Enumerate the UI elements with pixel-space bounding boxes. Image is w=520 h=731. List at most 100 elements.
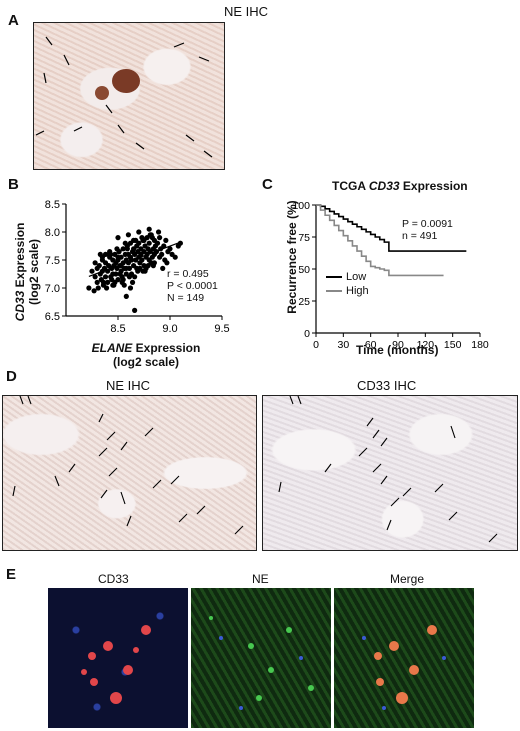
panel-b-xlabel: ELANE Expression (log2 scale) bbox=[76, 341, 216, 369]
b-data-point bbox=[149, 235, 155, 241]
panel-b-ylabel-gene: CD33 bbox=[13, 290, 27, 322]
b-data-point bbox=[127, 285, 134, 291]
b-data-point bbox=[155, 229, 162, 235]
panel-a-arrows bbox=[35, 36, 213, 158]
b-data-point bbox=[102, 274, 109, 280]
panel-b-scatter-chart: 6.5 7.0 7.5 8.0 8.5 8.5 9.0 9.5 bbox=[45, 199, 230, 335]
b-data-point bbox=[146, 240, 152, 246]
panel-c-title: TCGA CD33 Expression bbox=[332, 179, 468, 193]
b-data-point bbox=[92, 260, 98, 266]
b-data-point bbox=[136, 229, 142, 235]
panel-c-title-gene: CD33 bbox=[368, 179, 400, 193]
b-data-point bbox=[92, 274, 98, 280]
b-data-point bbox=[123, 265, 129, 271]
b-y-tick-label: 6.5 bbox=[45, 311, 60, 323]
b-data-point bbox=[163, 237, 169, 243]
c-x-tick-label: 30 bbox=[337, 339, 349, 351]
panel-e-label-merge: Merge bbox=[390, 572, 425, 586]
b-data-point bbox=[102, 251, 109, 257]
panel-b-letter: B bbox=[8, 176, 19, 193]
b-data-point bbox=[120, 246, 126, 252]
panel-e-label-ne: NE bbox=[252, 572, 269, 586]
panel-c-letter: C bbox=[262, 176, 273, 193]
legend-swatch-high bbox=[326, 290, 342, 293]
b-data-point bbox=[167, 246, 173, 252]
panel-d-right-title: CD33 IHC bbox=[357, 378, 417, 393]
c-x-tick-label: 180 bbox=[471, 339, 489, 351]
b-x-tick-label: 9.0 bbox=[162, 323, 177, 335]
b-x-tick-label: 8.5 bbox=[110, 323, 125, 335]
panel-d-cd33-micrograph bbox=[262, 395, 518, 551]
panel-a-letter: A bbox=[8, 12, 19, 29]
panel-e-label-cd33: CD33 bbox=[98, 572, 129, 586]
b-data-point bbox=[177, 240, 183, 246]
b-data-point bbox=[150, 263, 156, 269]
panel-d-ne-micrograph bbox=[2, 395, 257, 551]
panel-c-ylabel: Recurrence free (%) bbox=[285, 200, 299, 314]
b-data-point bbox=[107, 249, 113, 255]
b-y-tick-label: 7.0 bbox=[45, 283, 60, 295]
c-series-low bbox=[316, 204, 467, 252]
panel-d-ne-arrows bbox=[12, 396, 244, 535]
c-y-tick-label: 25 bbox=[298, 296, 310, 308]
c-x-tick-label: 0 bbox=[313, 339, 319, 351]
panel-b-stat-r: r = 0.495 bbox=[167, 268, 209, 280]
panel-c-stats: P = 0.0091 n = 491 bbox=[402, 218, 453, 242]
b-data-point bbox=[129, 279, 136, 285]
panel-b-stats: r = 0.495 P < 0.0001 N = 149 bbox=[167, 268, 218, 304]
panel-c-title-prefix: TCGA bbox=[332, 179, 369, 193]
panel-c-km-chart: 0 25 50 75 100 0 30 60 90 120 150 180 bbox=[292, 200, 489, 351]
c-y-tick-label: 75 bbox=[298, 232, 310, 244]
b-data-point bbox=[111, 282, 117, 288]
b-data-point bbox=[172, 254, 178, 260]
c-x-tick-label: 60 bbox=[365, 339, 377, 351]
panel-b-xlabel-scale: (log2 scale) bbox=[112, 355, 180, 369]
panel-b-stat-n: N = 149 bbox=[167, 292, 205, 304]
c-y-tick-label: 100 bbox=[292, 200, 310, 212]
b-data-point bbox=[135, 268, 141, 274]
b-data-point bbox=[160, 265, 166, 271]
b-data-point bbox=[141, 237, 147, 243]
panel-d-letter: D bbox=[6, 368, 17, 385]
panel-b-stat-p: P < 0.0001 bbox=[167, 280, 218, 292]
panel-e-merge-image bbox=[334, 588, 474, 728]
b-data-point bbox=[146, 226, 152, 232]
c-x-tick-label: 90 bbox=[392, 339, 404, 351]
b-data-point bbox=[126, 274, 133, 280]
c-series-high bbox=[316, 204, 444, 277]
panel-e-merge-cells bbox=[362, 625, 446, 710]
b-data-point bbox=[94, 279, 100, 285]
b-data-point bbox=[96, 263, 102, 269]
panel-b-xlabel-gene: ELANE bbox=[91, 341, 133, 355]
panel-e-ne-image bbox=[191, 588, 331, 728]
panel-b-regression-line bbox=[88, 241, 181, 278]
panel-b-xlabel-suffix: Expression bbox=[132, 341, 201, 355]
panel-a-title: NE IHC bbox=[224, 4, 269, 19]
b-data-point bbox=[115, 254, 121, 260]
panel-d-cd33-arrows bbox=[278, 396, 498, 543]
b-x-tick-label: 9.5 bbox=[214, 323, 229, 335]
b-data-point bbox=[89, 268, 95, 274]
b-data-point bbox=[86, 285, 92, 291]
b-data-point bbox=[115, 235, 121, 241]
panel-e-letter: E bbox=[6, 566, 17, 583]
b-data-point bbox=[123, 293, 129, 299]
panel-e-cd33-cells bbox=[81, 625, 151, 704]
b-data-point bbox=[121, 282, 127, 288]
b-data-point bbox=[157, 235, 163, 241]
legend-swatch-low bbox=[326, 276, 342, 279]
b-data-point bbox=[142, 268, 148, 274]
b-data-point bbox=[133, 237, 139, 243]
b-y-tick-label: 7.5 bbox=[45, 255, 60, 267]
panel-c-title-suffix: Expression bbox=[399, 179, 468, 193]
b-data-point bbox=[164, 260, 170, 266]
b-data-point bbox=[117, 271, 123, 277]
b-y-tick-label: 8.5 bbox=[45, 199, 60, 211]
c-y-tick-label: 50 bbox=[298, 264, 310, 276]
b-data-point bbox=[95, 285, 101, 291]
panel-e-ne-cells bbox=[209, 616, 314, 710]
legend-item-high: High bbox=[326, 284, 369, 298]
c-x-tick-label: 120 bbox=[417, 339, 435, 351]
legend-label-high: High bbox=[346, 285, 369, 297]
b-data-point bbox=[110, 271, 116, 277]
